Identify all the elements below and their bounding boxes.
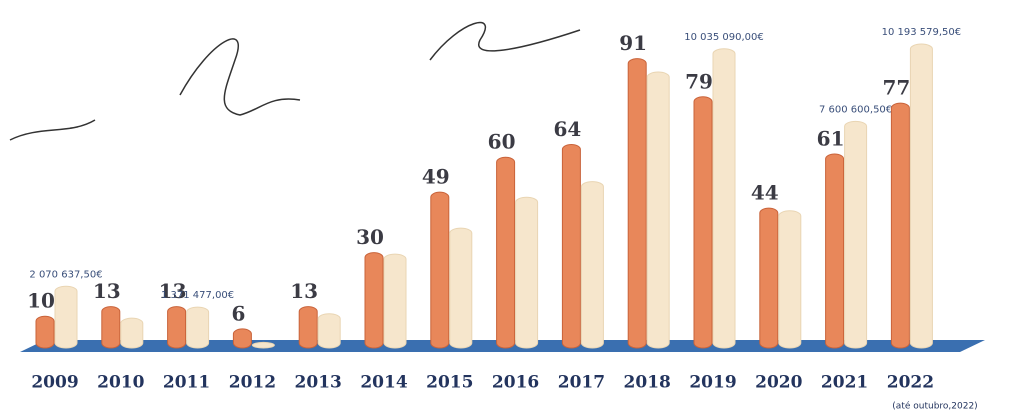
bar bbox=[693, 96, 713, 349]
x-tick-label: 2012 bbox=[229, 373, 276, 393]
bar bbox=[232, 328, 252, 349]
x-tick-label: 2020 bbox=[755, 373, 802, 393]
count-label: 30 bbox=[356, 225, 384, 249]
bar bbox=[186, 306, 210, 349]
count-label: 44 bbox=[751, 181, 779, 205]
bar bbox=[364, 252, 384, 349]
amount-label: 7 600 600,50€ bbox=[819, 104, 892, 115]
bar bbox=[825, 153, 845, 349]
count-label: 13 bbox=[290, 279, 318, 303]
bar bbox=[496, 156, 516, 349]
annotation: (até outubro,2022) bbox=[892, 401, 977, 412]
amount-label: 10 193 579,50€ bbox=[882, 27, 962, 38]
bar bbox=[251, 341, 275, 349]
bar bbox=[449, 227, 473, 349]
bar bbox=[646, 71, 670, 349]
bar bbox=[515, 196, 539, 349]
count-label: 10 bbox=[27, 289, 55, 313]
bar bbox=[317, 313, 341, 349]
bar bbox=[909, 43, 933, 349]
x-tick-label: 2017 bbox=[558, 373, 605, 393]
x-tick-label: 2019 bbox=[689, 373, 736, 393]
bar bbox=[759, 207, 779, 349]
count-label: 61 bbox=[817, 127, 845, 151]
x-tick-label: 2016 bbox=[492, 373, 539, 393]
bar bbox=[54, 285, 78, 349]
bar bbox=[561, 143, 581, 349]
amount-label: 10 035 090,00€ bbox=[684, 32, 764, 43]
bar bbox=[430, 191, 450, 349]
signature bbox=[9, 21, 581, 141]
bar bbox=[778, 210, 802, 349]
bar bbox=[35, 315, 55, 349]
x-tick-label: 2013 bbox=[295, 373, 342, 393]
bar bbox=[120, 317, 144, 349]
bar bbox=[844, 120, 868, 349]
amount-label: 1 371 477,00€ bbox=[161, 290, 234, 301]
count-label: 60 bbox=[488, 130, 516, 154]
bar bbox=[712, 48, 736, 349]
count-label: 64 bbox=[553, 117, 581, 141]
x-tick-label: 2022 bbox=[887, 373, 934, 393]
bar bbox=[383, 253, 407, 349]
x-tick-label: 2011 bbox=[163, 373, 210, 393]
count-label: 91 bbox=[619, 31, 647, 55]
amount-label: 2 070 637,50€ bbox=[29, 269, 102, 280]
x-tick-label: 2009 bbox=[31, 373, 78, 393]
count-label: 77 bbox=[882, 76, 910, 100]
count-label: 49 bbox=[422, 165, 450, 189]
count-label: 79 bbox=[685, 69, 713, 93]
x-tick-label: 2018 bbox=[624, 373, 671, 393]
bar bbox=[890, 102, 910, 349]
x-tick-label: 2015 bbox=[426, 373, 473, 393]
x-tick-label: 2014 bbox=[360, 373, 407, 393]
x-tick-label: 2021 bbox=[821, 373, 868, 393]
bar bbox=[101, 306, 121, 349]
count-label: 13 bbox=[93, 279, 121, 303]
bar bbox=[627, 58, 647, 349]
bar bbox=[580, 181, 604, 349]
bar bbox=[298, 306, 318, 349]
count-label: 13 bbox=[159, 279, 187, 303]
count-label: 6 bbox=[231, 301, 245, 325]
bar bbox=[167, 306, 187, 349]
x-tick-label: 2010 bbox=[97, 373, 144, 393]
